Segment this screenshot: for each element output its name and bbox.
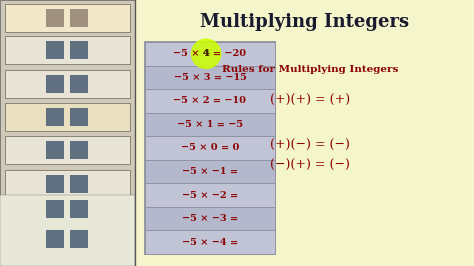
FancyBboxPatch shape bbox=[46, 230, 64, 248]
FancyBboxPatch shape bbox=[145, 230, 275, 254]
FancyBboxPatch shape bbox=[5, 36, 130, 64]
Text: (+)(+) = (+): (+)(+) = (+) bbox=[270, 94, 350, 106]
FancyBboxPatch shape bbox=[46, 200, 64, 218]
Text: −5 × −3 =: −5 × −3 = bbox=[182, 214, 238, 223]
FancyBboxPatch shape bbox=[70, 230, 88, 248]
FancyBboxPatch shape bbox=[70, 141, 88, 159]
Text: −5 × 4 = −20: −5 × 4 = −20 bbox=[173, 49, 246, 58]
Text: −5 × 0 = 0: −5 × 0 = 0 bbox=[181, 143, 239, 152]
FancyBboxPatch shape bbox=[145, 42, 275, 254]
FancyBboxPatch shape bbox=[5, 70, 130, 98]
FancyBboxPatch shape bbox=[46, 141, 64, 159]
FancyBboxPatch shape bbox=[70, 108, 88, 126]
Text: (−)(+) = (−): (−)(+) = (−) bbox=[270, 159, 350, 172]
FancyBboxPatch shape bbox=[70, 175, 88, 193]
FancyBboxPatch shape bbox=[46, 9, 64, 27]
FancyBboxPatch shape bbox=[70, 41, 88, 59]
FancyBboxPatch shape bbox=[5, 103, 130, 131]
Text: −5 × 2 = −10: −5 × 2 = −10 bbox=[173, 96, 246, 105]
FancyBboxPatch shape bbox=[70, 9, 88, 27]
FancyBboxPatch shape bbox=[5, 170, 130, 198]
Text: 4: 4 bbox=[202, 49, 210, 58]
Text: −5 × 3 = −15: −5 × 3 = −15 bbox=[173, 73, 246, 82]
FancyBboxPatch shape bbox=[145, 89, 275, 113]
FancyBboxPatch shape bbox=[145, 183, 275, 207]
Text: Multiplying Integers: Multiplying Integers bbox=[200, 13, 409, 31]
Text: −5 × 1 = −5: −5 × 1 = −5 bbox=[177, 120, 243, 129]
FancyBboxPatch shape bbox=[5, 4, 130, 32]
FancyBboxPatch shape bbox=[0, 0, 135, 266]
FancyBboxPatch shape bbox=[46, 175, 64, 193]
FancyBboxPatch shape bbox=[70, 75, 88, 93]
Circle shape bbox=[191, 39, 221, 68]
FancyBboxPatch shape bbox=[5, 225, 130, 253]
FancyBboxPatch shape bbox=[46, 75, 64, 93]
FancyBboxPatch shape bbox=[145, 65, 275, 89]
Text: −5 × −4 =: −5 × −4 = bbox=[182, 238, 238, 247]
Text: Rules for Multiplying Integers: Rules for Multiplying Integers bbox=[222, 65, 398, 74]
FancyBboxPatch shape bbox=[0, 195, 135, 266]
FancyBboxPatch shape bbox=[5, 136, 130, 164]
FancyBboxPatch shape bbox=[70, 200, 88, 218]
FancyBboxPatch shape bbox=[145, 136, 275, 160]
FancyBboxPatch shape bbox=[5, 195, 130, 223]
FancyBboxPatch shape bbox=[145, 207, 275, 230]
FancyBboxPatch shape bbox=[145, 42, 275, 65]
Text: (+)(−) = (−): (+)(−) = (−) bbox=[270, 139, 350, 152]
FancyBboxPatch shape bbox=[145, 113, 275, 136]
FancyBboxPatch shape bbox=[46, 41, 64, 59]
Text: −5 × −1 =: −5 × −1 = bbox=[182, 167, 238, 176]
FancyBboxPatch shape bbox=[145, 160, 275, 183]
Text: −5 × −2 =: −5 × −2 = bbox=[182, 191, 238, 200]
FancyBboxPatch shape bbox=[46, 108, 64, 126]
